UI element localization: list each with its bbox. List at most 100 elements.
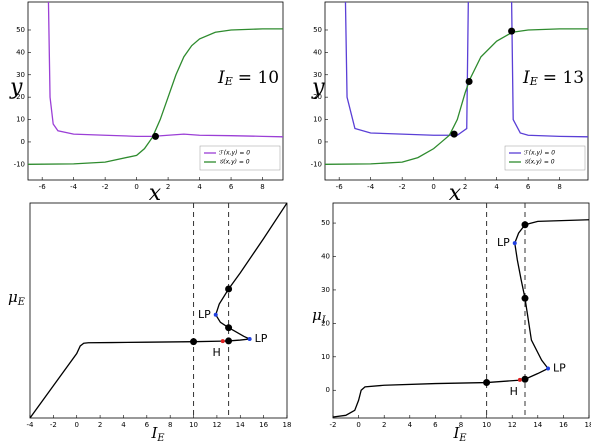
x-tick-label: 6 (145, 421, 150, 429)
y-tick-label: -10 (311, 160, 322, 168)
x-axis-label: IE (452, 424, 466, 444)
y-axis-label: y (311, 75, 325, 100)
x-axis-label: x (149, 181, 162, 206)
x-tick-label: 2 (98, 421, 102, 429)
y-tick-label: 40 (321, 252, 330, 260)
x-tick-label: -4 (70, 183, 78, 191)
point-label: LP (553, 362, 566, 375)
x-tick-label: 18 (585, 421, 591, 429)
x-tick-label: 0 (134, 183, 138, 191)
x-tick-label: -2 (399, 183, 406, 191)
x-tick-label: 4 (197, 183, 202, 191)
x-tick-label: 4 (494, 183, 499, 191)
y-axis-label-main: μ (8, 288, 18, 306)
point (247, 336, 252, 341)
x-tick-label: 2 (166, 183, 170, 191)
y-tick-label: 20 (321, 319, 330, 327)
y-axis-label: μI (312, 306, 327, 326)
x-tick-label: 6 (526, 183, 531, 191)
x-tick-label: -4 (27, 421, 35, 429)
point (521, 375, 529, 383)
x-tick-label: 0 (74, 421, 78, 429)
point (220, 339, 225, 344)
annotation: IE = 10 (217, 68, 279, 89)
x-tick-label: -2 (50, 421, 57, 429)
annotation-rest: = 13 (543, 68, 584, 88)
annotation-main: I (217, 68, 225, 88)
x-tick-label: 14 (236, 421, 245, 429)
plot-frame (29, 202, 288, 419)
point (512, 241, 517, 246)
annotation-main: I (522, 68, 530, 88)
y-axis-label-main: y (311, 75, 325, 100)
point (190, 338, 198, 346)
x-tick-label: 8 (260, 183, 264, 191)
x-tick-label: 10 (189, 421, 198, 429)
legend-label: ℱ(x,y) = 0 (219, 150, 250, 157)
point-label: LP (497, 236, 510, 249)
panel: -6 -4 -2 0 2 4 6 8 -10 0 10 20 30 40 50 ℱ(x,y) = 0 𝒢(x,y… (9, 1, 284, 206)
x-tick-label: -6 (336, 183, 344, 191)
legend-label: ℱ(x,y) = 0 (524, 150, 555, 157)
y-tick-label: 30 (313, 71, 322, 79)
x-axis-label-sub: E (458, 433, 466, 444)
point (213, 312, 218, 317)
x-tick-label: 12 (212, 421, 221, 429)
y-tick-label: 0 (326, 386, 330, 394)
x-tick-label: 16 (259, 421, 268, 429)
x-axis-label-main: x (449, 181, 462, 206)
y-axis-label-main: y (9, 75, 23, 100)
y-tick-label: 50 (321, 219, 330, 227)
x-axis-label-main: x (149, 181, 162, 206)
y-tick-label: 40 (16, 48, 25, 56)
x-tick-label: 6 (229, 183, 234, 191)
y-tick-label: 40 (313, 48, 322, 56)
point (152, 132, 159, 140)
x-tick-label: 8 (168, 421, 172, 429)
x-tick-label: 10 (482, 421, 491, 429)
y-tick-label: 20 (16, 93, 25, 101)
legend-label: 𝒢(x,y) = 0 (524, 159, 555, 166)
x-tick-label: -2 (330, 421, 337, 429)
x-tick-label: 4 (121, 421, 126, 429)
curve (344, 2, 588, 138)
point-label: H (510, 385, 518, 398)
point (483, 379, 491, 387)
x-axis-label: x (449, 181, 462, 206)
x-axis-label-sub: E (156, 433, 164, 444)
plot-frame (324, 1, 589, 181)
y-tick-label: 10 (321, 353, 330, 361)
curve (47, 2, 283, 138)
point-label: LP (198, 308, 211, 321)
curve (30, 203, 287, 418)
legend-box (199, 145, 281, 171)
point (508, 27, 516, 35)
point-label: LP (255, 332, 268, 345)
y-tick-label: 30 (321, 286, 330, 294)
y-axis-label-sub: I (321, 315, 327, 326)
point (521, 221, 529, 229)
point (225, 285, 233, 293)
x-axis-label-main: I (452, 424, 460, 442)
x-tick-label: -4 (367, 183, 375, 191)
x-tick-label: 2 (382, 421, 386, 429)
x-tick-label: 12 (508, 421, 517, 429)
point (517, 377, 522, 382)
annotation-rest: = 10 (238, 68, 279, 88)
x-tick-label: 0 (356, 421, 360, 429)
point (546, 366, 551, 371)
x-tick-label: -6 (39, 183, 47, 191)
y-tick-label: 0 (21, 138, 25, 146)
y-axis-label-sub: E (17, 297, 25, 308)
point (225, 337, 233, 345)
y-tick-label: 20 (313, 93, 322, 101)
annotation-sub: E (529, 75, 538, 88)
y-axis-label-main: μ (312, 306, 322, 324)
y-tick-label: 10 (16, 116, 25, 124)
point (225, 324, 233, 332)
x-tick-label: 18 (283, 421, 292, 429)
y-tick-label: -10 (14, 160, 25, 168)
point-label: H (212, 346, 220, 359)
